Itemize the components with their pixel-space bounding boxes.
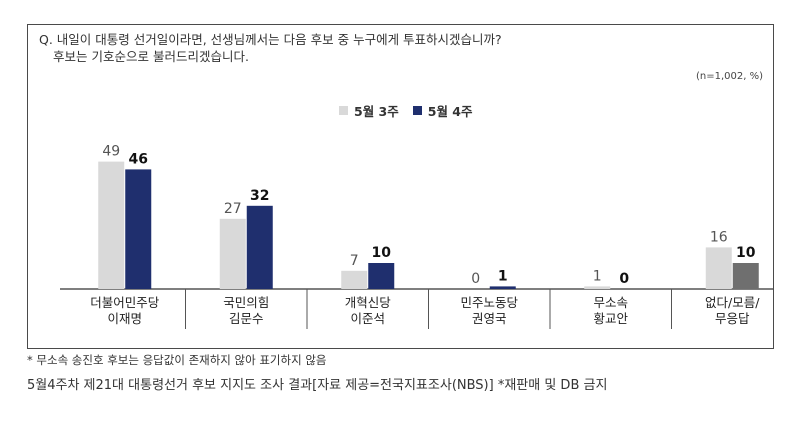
legend-label-series2: 5월 4주 — [427, 104, 473, 119]
category-label-0-0: 더불어민주당 — [90, 295, 160, 310]
category-label-2-0: 개혁신당 — [345, 295, 392, 310]
data-label-1-3: 0 — [471, 271, 480, 287]
footnote: * 무소속 송진호 후보는 응답값이 존재하지 않아 표기하지 않음 — [27, 353, 327, 367]
question-line-1: Q. 내일이 대통령 선거일이라면, 선생님께서는 다음 후보 중 누구에게 투… — [39, 32, 502, 47]
bar-2-5 — [732, 263, 759, 289]
legend-item-series2: 5월 4주 — [412, 101, 473, 120]
bar-2-3 — [489, 286, 516, 289]
bar-1-4 — [584, 286, 611, 289]
sample-size-note: (n=1,002, %) — [695, 71, 763, 82]
data-label-1-2: 7 — [350, 253, 359, 269]
data-label-2-5: 10 — [736, 245, 756, 261]
category-label-0-1: 이재명 — [107, 311, 142, 326]
legend-swatch-series1 — [339, 106, 348, 115]
legend-swatch-series2 — [412, 106, 422, 115]
bar-2-1 — [246, 205, 273, 289]
category-label-3-1: 권영국 — [472, 311, 507, 326]
category-label-5-1: 무응답 — [715, 311, 750, 326]
data-label-1-1: 27 — [224, 201, 242, 217]
category-label-1-0: 국민의힘 — [223, 295, 269, 310]
chart-frame: Q. 내일이 대통령 선거일이라면, 선생님께서는 다음 후보 중 누구에게 투… — [27, 24, 774, 349]
legend-item-series1: 5월 3주 — [339, 101, 399, 120]
bar-1-2 — [341, 270, 368, 289]
bar-1-0 — [98, 161, 125, 289]
category-label-5-0: 없다/모름/ — [705, 295, 760, 310]
bar-1-1 — [219, 218, 246, 289]
data-label-2-0: 46 — [129, 151, 148, 167]
data-label-1-0: 49 — [102, 144, 120, 160]
category-label-4-0: 무소속 — [593, 295, 628, 310]
data-label-2-4: 0 — [619, 271, 629, 287]
question-line-2: 후보는 기호순으로 불러드리겠습니다. — [53, 49, 249, 64]
bar-1-5 — [705, 247, 732, 289]
bar-2-2 — [368, 263, 395, 289]
category-label-1-1: 김문수 — [229, 311, 264, 326]
category-label-2-1: 이준석 — [350, 311, 385, 326]
data-label-2-1: 32 — [250, 188, 269, 204]
question-text: Q. 내일이 대통령 선거일이라면, 선생님께서는 다음 후보 중 누구에게 투… — [39, 31, 502, 65]
category-label-4-1: 황교안 — [593, 311, 628, 326]
legend-label-series1: 5월 3주 — [354, 104, 399, 119]
bar-2-0 — [125, 169, 152, 289]
data-label-1-5: 16 — [710, 229, 728, 245]
category-label-3-0: 민주노동당 — [460, 295, 518, 310]
data-label-2-2: 10 — [372, 245, 392, 261]
chart-legend: 5월 3주 5월 4주 — [339, 101, 473, 120]
image-caption: 5월4주차 제21대 대통령선거 후보 지지도 조사 결과[자료 제공=전국지표… — [27, 378, 608, 393]
data-label-2-3: 1 — [498, 268, 508, 284]
data-label-1-4: 1 — [593, 268, 602, 284]
